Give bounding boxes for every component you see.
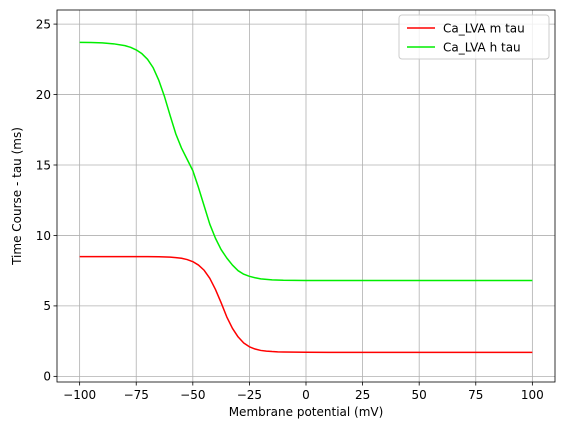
x-tick-label: 75 (468, 388, 483, 402)
series-line-m-tau (79, 255, 533, 354)
grid (57, 10, 555, 382)
x-tick-label: 25 (355, 388, 370, 402)
x-tick-label: −100 (63, 388, 96, 402)
x-axis-ticks: −100 −75 −50 −25 0 25 50 75 100 (63, 382, 544, 402)
x-tick-label: −25 (237, 388, 262, 402)
x-tick-label: −75 (124, 388, 149, 402)
x-tick-label: 100 (521, 388, 544, 402)
y-tick-label: 15 (36, 158, 51, 172)
y-tick-label: 25 (36, 17, 51, 31)
y-axis-ticks: 0 5 10 15 20 25 (36, 17, 57, 384)
y-tick-label: 0 (43, 370, 51, 384)
series-lines (79, 41, 533, 354)
y-tick-label: 20 (36, 88, 51, 102)
series-line-h-tau (79, 41, 533, 282)
x-tick-label: −50 (180, 388, 205, 402)
legend-label-m-tau: Ca_LVA m tau (443, 21, 525, 35)
x-tick-label: 0 (302, 388, 310, 402)
y-tick-label: 5 (43, 299, 51, 313)
x-axis-label: Membrane potential (mV) (229, 405, 384, 419)
x-tick-label: 50 (412, 388, 427, 402)
legend: Ca_LVA m tau Ca_LVA h tau (398, 14, 550, 60)
y-tick-label: 10 (36, 229, 51, 243)
y-axis-label: Time Course - tau (ms) (10, 127, 24, 266)
legend-box (398, 14, 550, 60)
legend-label-h-tau: Ca_LVA h tau (443, 40, 521, 54)
